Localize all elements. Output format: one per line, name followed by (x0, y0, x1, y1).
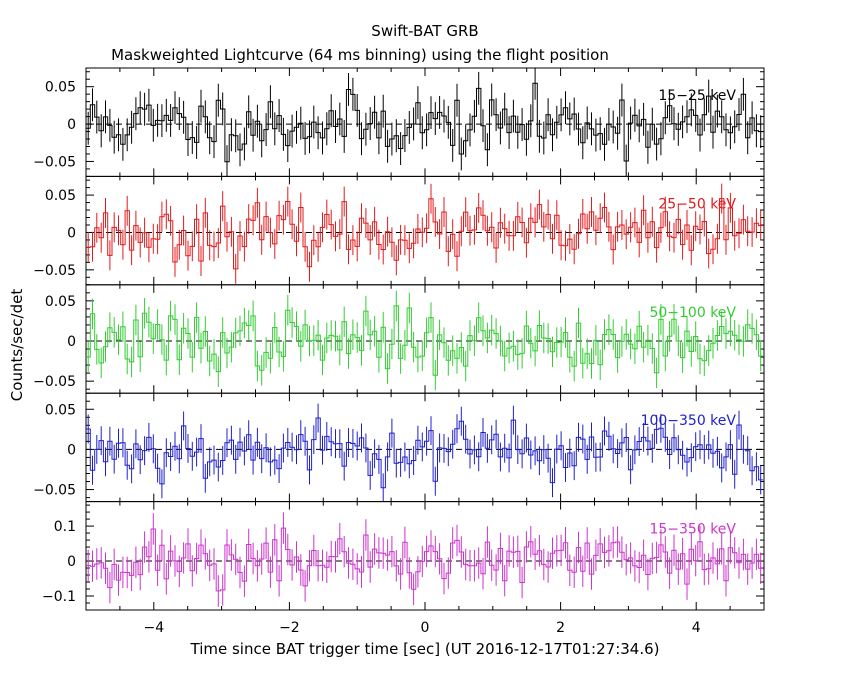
panel-4: −0.05 0 0.05 100−350 keV (33, 392, 765, 503)
band-label: 15−25 keV (658, 88, 736, 104)
x-axis: −4 −2 0 2 4 (143, 620, 700, 636)
y-tick-label: 0.05 (45, 402, 76, 418)
x-tick-label: 0 (421, 620, 430, 636)
y-tick-label: 0 (67, 554, 76, 570)
panel-2: −0.05 0 0.05 25−50 keV (33, 175, 765, 286)
y-tick-label: −0.05 (33, 154, 76, 170)
y-tick-label: 0.05 (45, 294, 76, 310)
panel-1: −0.05 0 0.05 15−25 keV (33, 67, 765, 177)
series-2 (86, 183, 763, 284)
y-axis-label: Counts/sec/det (8, 289, 26, 402)
panel-5: −0.1 0 0.1 15−350 keV (42, 501, 765, 611)
x-tick-label: 2 (556, 620, 565, 636)
chart-subtitle: Maskweighted Lightcurve (64 ms binning) … (111, 46, 609, 64)
x-tick-label: −2 (279, 620, 300, 636)
panel-3: −0.05 0 0.05 50−100 keV (33, 284, 765, 394)
y-tick-label: 0 (67, 442, 76, 458)
series-4 (86, 403, 763, 502)
y-tick-label: −0.05 (33, 263, 76, 279)
y-tick-label: 0.05 (45, 80, 76, 96)
lightcurve-line (86, 198, 763, 270)
y-tick-label: −0.05 (33, 374, 76, 390)
chart-title: Swift-BAT GRB (371, 22, 478, 40)
lightcurve-line (86, 417, 763, 489)
series-3 (86, 290, 763, 391)
x-axis-label: Time since BAT trigger time [sec] (UT 20… (190, 640, 660, 658)
y-tick-label: 0 (67, 117, 76, 133)
band-label: 50−100 keV (649, 305, 736, 321)
panel-frame (85, 67, 765, 177)
y-tick-label: −0.05 (33, 483, 76, 499)
x-tick-label: −4 (143, 620, 164, 636)
lightcurve-line (86, 527, 763, 592)
y-tick-label: 0.1 (54, 519, 76, 535)
series-5 (86, 512, 763, 607)
lightcurve-line (86, 82, 763, 163)
y-tick-label: 0.05 (45, 188, 76, 204)
band-label: 25−50 keV (658, 196, 736, 212)
error-bars (87, 68, 762, 177)
y-tick-label: −0.1 (42, 589, 76, 605)
band-label: 15−350 keV (649, 522, 736, 538)
y-tick-label: 0 (67, 225, 76, 241)
series-1 (86, 68, 763, 177)
lightcurve-line (86, 305, 763, 376)
band-label: 100−350 keV (641, 413, 737, 429)
x-tick-label: 4 (692, 620, 701, 636)
y-tick-label: 0 (67, 334, 76, 350)
